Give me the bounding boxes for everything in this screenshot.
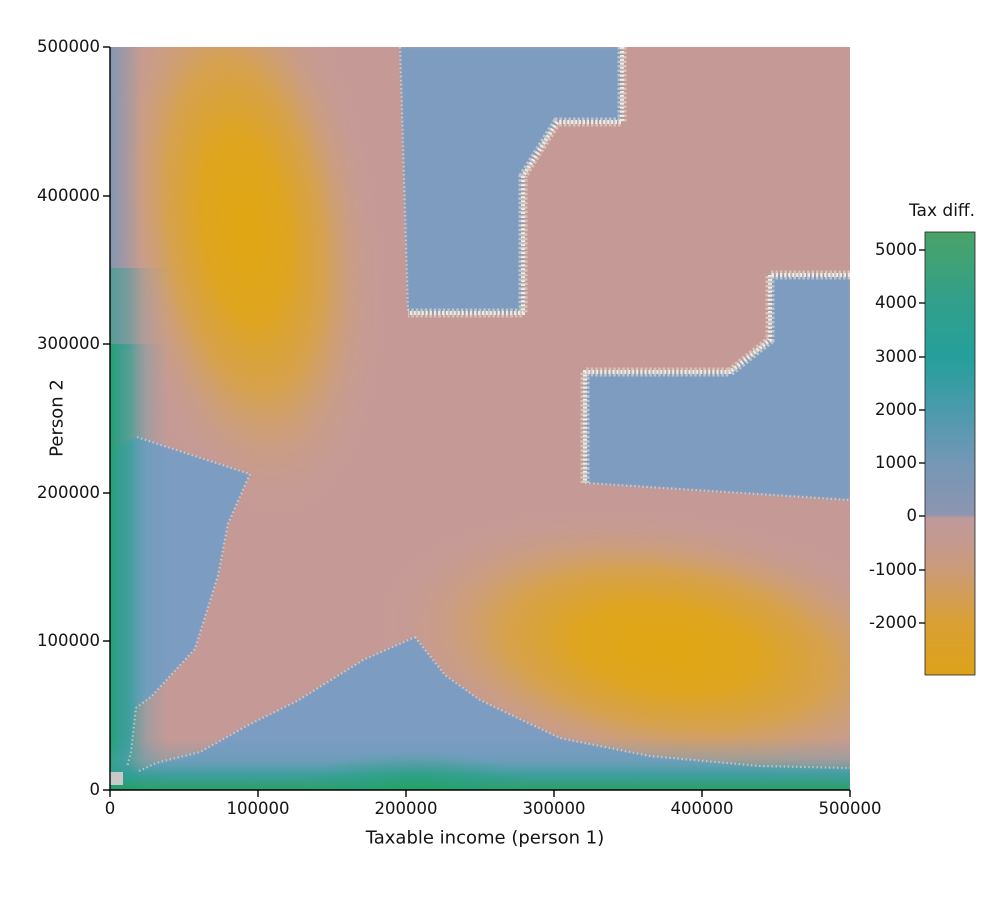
y-tick-label: 200000 (37, 483, 100, 502)
heatmap-blue-top-region (400, 47, 622, 313)
colorbar-tick-label: 1000 (875, 453, 917, 472)
x-tick-label: 300000 (522, 799, 586, 818)
x-tick-label: 200000 (374, 799, 438, 818)
colorbar-tick-label: 2000 (875, 400, 917, 419)
heatmap-blue-right-region (585, 275, 850, 500)
y-tick-label: 0 (89, 780, 101, 799)
colorbar-tick-label: 0 (906, 506, 918, 525)
x-tick-label: 0 (104, 799, 116, 818)
colorbar-tick-label: -1000 (869, 560, 917, 579)
x-tick-label: 400000 (670, 799, 734, 818)
heatmap-green-bottom-blob (295, 751, 535, 790)
colorbar-tick-label: 5000 (875, 240, 917, 259)
zero-contour-speckle (398, 47, 410, 314)
heatmap-green-left-edge (110, 344, 168, 790)
heatmap-blue-lower-region (110, 437, 850, 790)
x-tick-label: 100000 (226, 799, 290, 818)
colorbar-tick-label: -2000 (869, 613, 917, 632)
zero-contour-speckle (136, 435, 251, 476)
x-axis-title: Taxable income (person 1) (365, 827, 605, 849)
colorbar-title: Tax diff. (908, 201, 976, 221)
colorbar-gradient (924, 231, 976, 676)
stairstep-hatch-band (408, 47, 627, 318)
y-axis-title: Person 2 (46, 379, 68, 457)
heatmap-green-left-fade (110, 268, 168, 344)
zero-contour-speckle (125, 473, 252, 768)
colorbar (919, 231, 976, 676)
zero-contour-speckle (138, 635, 416, 772)
heatmap-gold-blob (110, 47, 388, 528)
axes (103, 46, 851, 797)
colorbar-tick-label: 4000 (875, 293, 917, 312)
y-tick-label: 400000 (37, 186, 100, 205)
y-tick-label: 300000 (37, 334, 100, 353)
x-tick-label: 500000 (818, 799, 882, 818)
y-tick-label: 500000 (37, 37, 100, 56)
zero-contour-speckle (414, 636, 850, 770)
colorbar-tick-label: 3000 (875, 347, 917, 366)
y-tick-label: 100000 (37, 631, 100, 650)
origin-gray-patch (110, 772, 123, 785)
